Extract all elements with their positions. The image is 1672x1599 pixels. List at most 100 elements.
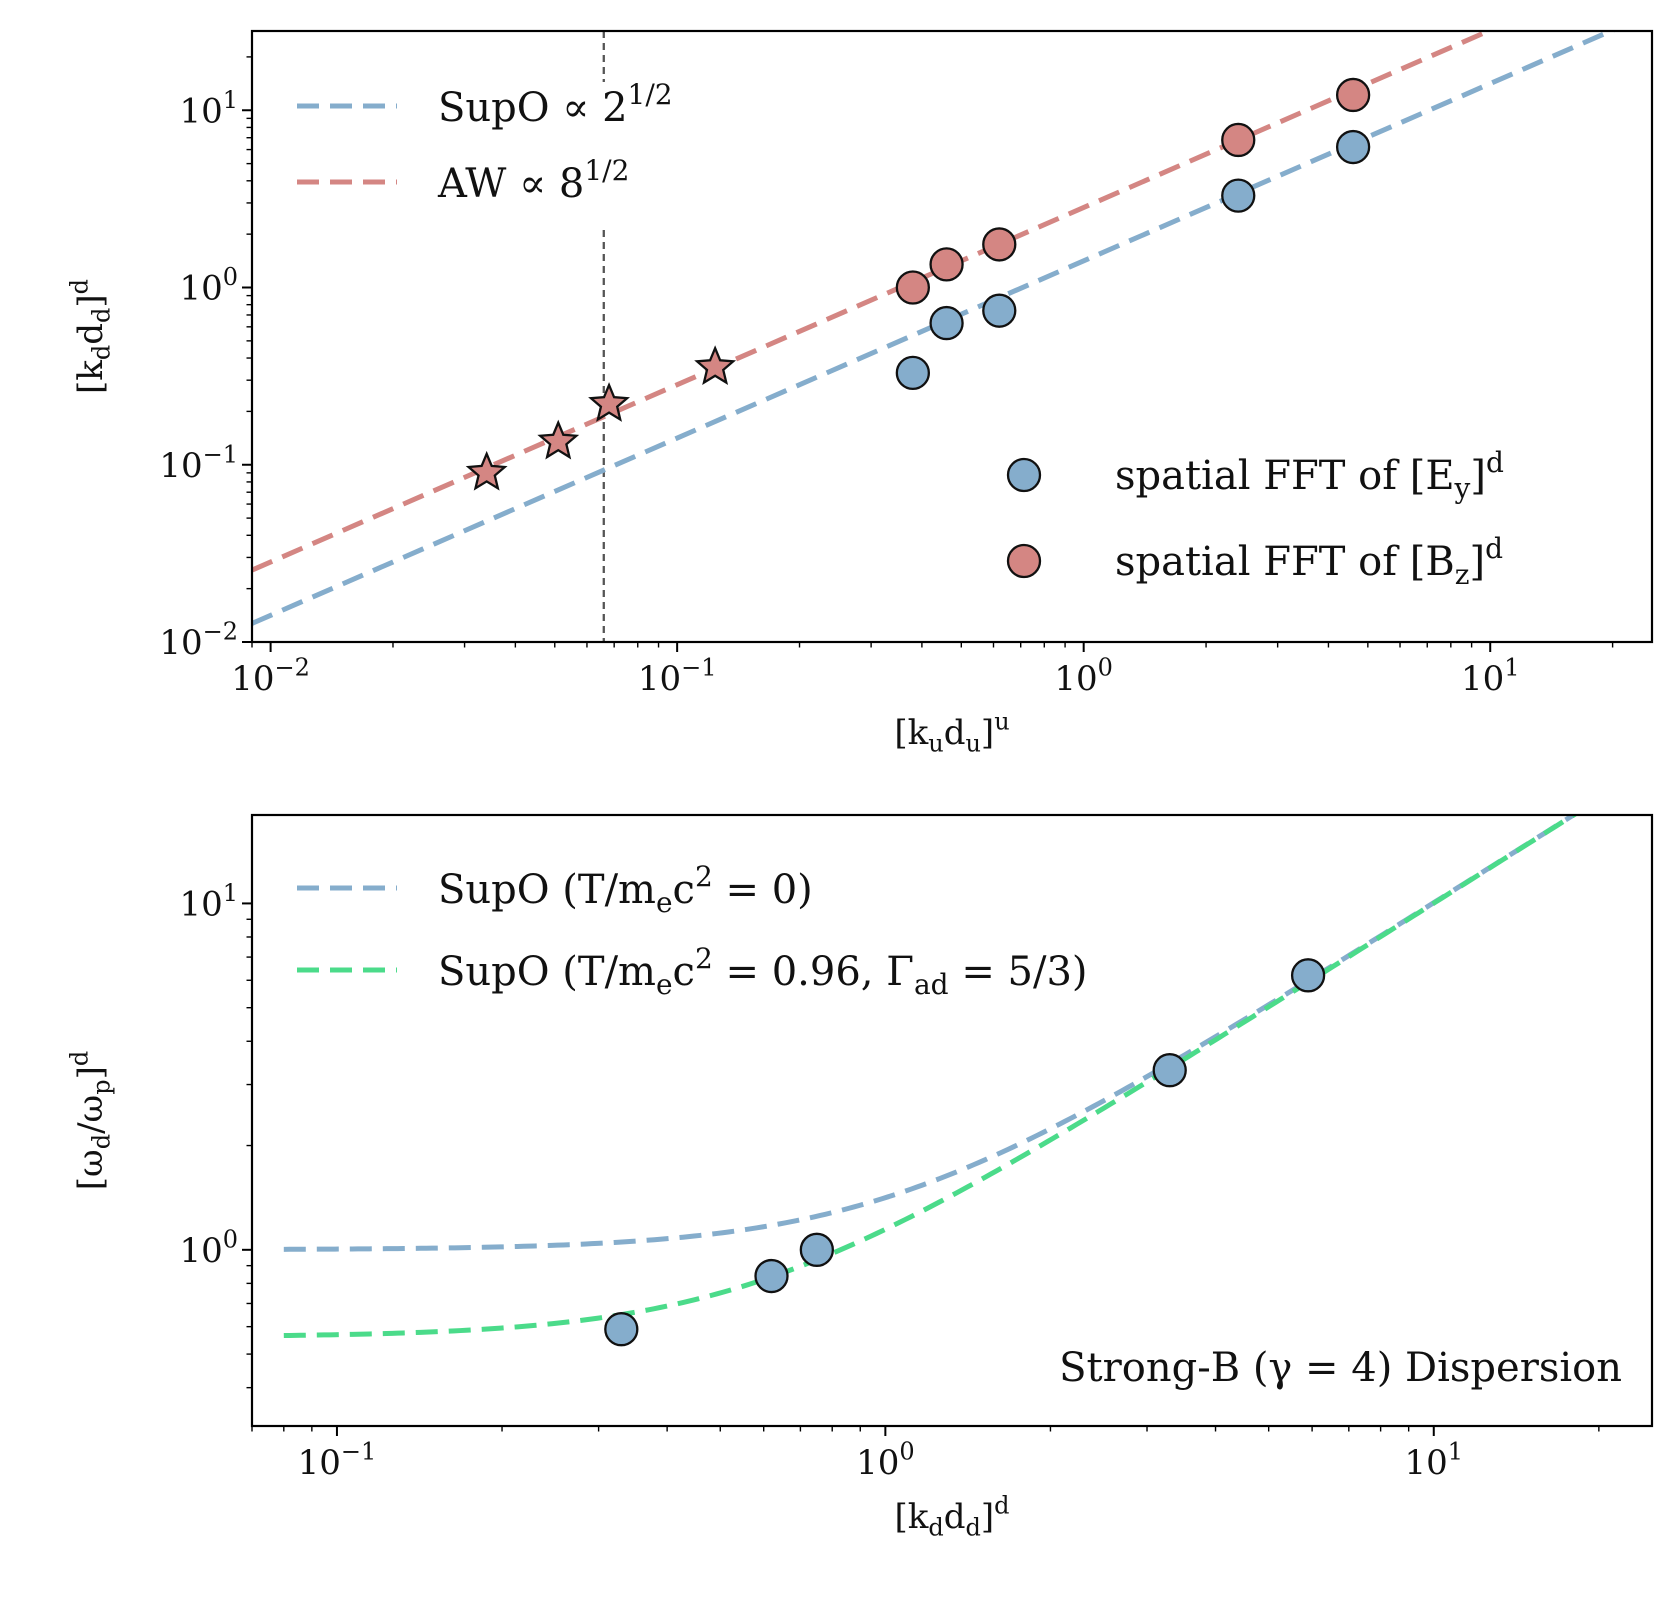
- y-axis-label: [ωd/ωp]d: [66, 1051, 116, 1191]
- text-part: c: [673, 949, 695, 995]
- text-part: d: [1485, 532, 1503, 565]
- text-part: d: [87, 308, 115, 323]
- text-part: 10: [231, 659, 274, 699]
- text-part: 2: [695, 860, 713, 893]
- circle-marker: [982, 227, 1017, 262]
- text-part: ]: [71, 1066, 111, 1079]
- text-part: 10: [179, 884, 222, 924]
- circle-marker: [929, 247, 964, 282]
- text-part: [ω: [71, 1149, 111, 1190]
- text-part: Strong-B (γ = 4) Dispersion: [1059, 1345, 1622, 1391]
- x-tick-label: 10−1: [298, 1438, 377, 1483]
- text-part: y: [1454, 472, 1471, 505]
- text-part: 1: [1504, 654, 1519, 682]
- plot-area: [283, 815, 1579, 1347]
- text-part: d: [944, 713, 966, 753]
- text-part: 10: [179, 91, 222, 131]
- text-part: d: [994, 1492, 1009, 1520]
- y-tick-label: 100: [179, 263, 238, 308]
- x-tick-label: 101: [1461, 654, 1520, 699]
- warm-dispersion-curve: [283, 815, 1579, 1339]
- legend-line-label: SupO (T/mec2 = 0): [438, 860, 813, 919]
- text-part: −1: [341, 1438, 376, 1466]
- circle-marker: [1221, 122, 1256, 158]
- text-part: e: [656, 968, 673, 1001]
- x-tick-label: 101: [1404, 1438, 1463, 1483]
- text-part: 0: [899, 1438, 914, 1466]
- text-part: 10: [179, 1231, 222, 1271]
- text-part: 1: [223, 879, 238, 907]
- axes-frame: [250, 813, 1654, 1428]
- legend-lines: SupO ∝ 21/2AW ∝ 81/2: [297, 78, 673, 207]
- circle-marker: [754, 1258, 789, 1294]
- circle-marker: [895, 270, 930, 305]
- text-part: u: [994, 708, 1009, 736]
- text-part: 1/2: [628, 78, 673, 111]
- text-part: e: [656, 886, 673, 919]
- text-part: d: [71, 323, 111, 345]
- text-part: ]: [71, 294, 111, 307]
- star-marker: [588, 382, 630, 422]
- circle-marker: [895, 355, 930, 390]
- top-panel: 10−2 10−1 100 10110−210−1100101[kudu]u[kddd…: [66, 29, 1654, 758]
- text-part: d: [87, 345, 115, 360]
- series-2: [465, 345, 737, 491]
- text-part: ]: [1469, 539, 1485, 585]
- text-part: 10: [159, 446, 202, 486]
- circle-marker: [1006, 457, 1042, 493]
- cold-dispersion-curve: [283, 815, 1579, 1252]
- text-part: [k: [894, 713, 928, 753]
- x-axis-label: [kudu]u: [894, 708, 1009, 758]
- text-part: 1: [223, 86, 238, 114]
- text-part: SupO (T/m: [438, 867, 656, 913]
- text-part: d: [66, 1051, 94, 1066]
- circle-marker: [1290, 958, 1326, 993]
- text-part: ]: [981, 1497, 994, 1537]
- y-tick-label: 101: [179, 86, 238, 131]
- y-tick-label: 101: [179, 879, 238, 924]
- text-part: 1: [1448, 1438, 1463, 1466]
- text-part: 10: [1404, 1443, 1447, 1483]
- text-part: 10: [1054, 659, 1097, 699]
- text-part: AW ∝ 8: [437, 161, 584, 207]
- text-part: 10: [159, 623, 202, 663]
- legend-line-label: SupO ∝ 21/2: [438, 78, 673, 131]
- text-part: d: [944, 1497, 966, 1537]
- text-part: 2: [695, 942, 713, 975]
- panel-annotation: Strong-B (γ = 4) Dispersion: [1059, 1345, 1622, 1391]
- series-1: [895, 77, 1371, 305]
- legend-point-label: spatial FFT of [Ey]d: [1115, 446, 1504, 505]
- circle-marker: [1152, 1053, 1187, 1088]
- text-part: [k: [71, 360, 111, 394]
- text-part: spatial FFT of [B: [1115, 539, 1455, 585]
- text-part: /ω: [71, 1095, 111, 1134]
- text-part: 10: [638, 659, 681, 699]
- text-part: z: [1455, 558, 1470, 591]
- x-tick-label: 100: [856, 1438, 915, 1483]
- text-part: = 0.96, Γ: [713, 949, 914, 995]
- text-part: 10: [179, 269, 222, 309]
- text-part: 1/2: [584, 154, 629, 187]
- text-part: ad: [914, 968, 949, 1001]
- text-part: p: [87, 1079, 115, 1094]
- text-part: = 0): [713, 867, 813, 913]
- text-part: 0: [1098, 654, 1113, 682]
- circle-marker: [1335, 77, 1371, 113]
- circle-marker: [982, 293, 1017, 328]
- text-part: [k: [894, 1497, 928, 1537]
- text-part: −2: [203, 618, 238, 646]
- y-axis-label: [kddd]d: [66, 279, 116, 394]
- text-part: 0: [223, 263, 238, 291]
- circle-marker: [1221, 178, 1256, 213]
- text-part: 10: [1461, 659, 1504, 699]
- text-part: c: [673, 867, 695, 913]
- plot-area: [252, 31, 1618, 642]
- text-part: d: [66, 279, 94, 294]
- series-0: [895, 129, 1371, 390]
- circle-marker: [1335, 129, 1371, 165]
- text-part: d: [87, 1134, 115, 1149]
- circle-marker: [1006, 543, 1042, 579]
- text-part: 10: [298, 1443, 341, 1483]
- y-tick-label: 10−1: [159, 440, 238, 485]
